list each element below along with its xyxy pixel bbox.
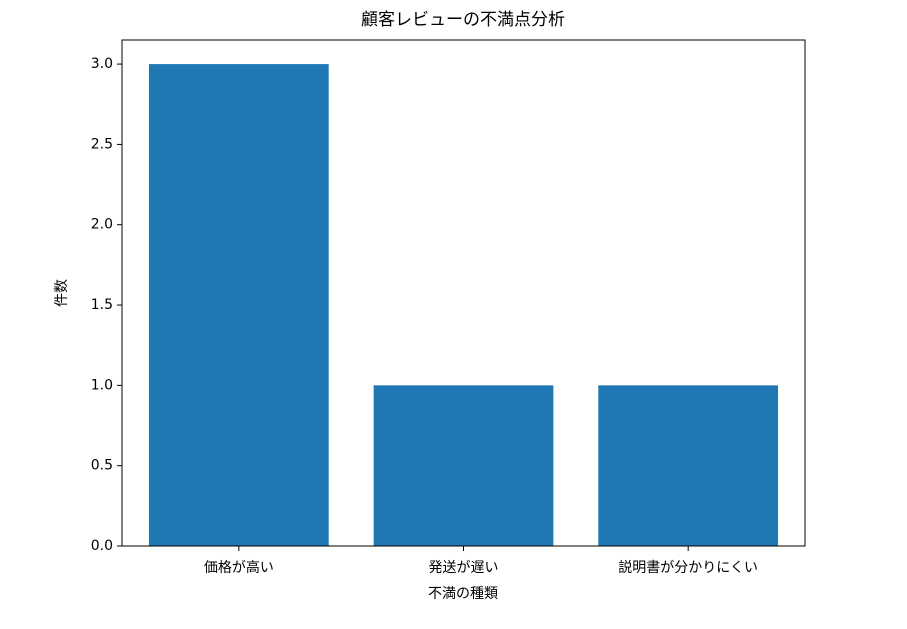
y-tick-label: 0.0 xyxy=(91,538,113,554)
x-tick-label: 価格が高い xyxy=(204,559,274,576)
bar xyxy=(373,385,554,546)
y-tick-label: 2.5 xyxy=(91,136,113,152)
y-tick-label: 3.0 xyxy=(91,56,113,72)
x-tick-label: 発送が遅い xyxy=(429,560,499,576)
bar xyxy=(148,64,329,546)
y-tick-label: 0.5 xyxy=(91,458,113,474)
chart-title: 顧客レビューの不満点分析 xyxy=(361,10,565,30)
plot-frame xyxy=(121,39,806,547)
x-axis-label: 不満の種類 xyxy=(428,586,498,602)
y-tick-label: 2.0 xyxy=(91,217,113,233)
x-tick-label: 説明書が分かりにくい xyxy=(618,560,758,576)
y-tick-label: 1.0 xyxy=(91,377,113,393)
y-axis-label: 件数 xyxy=(54,279,70,307)
bar xyxy=(598,385,779,546)
y-tick-label: 1.5 xyxy=(91,297,113,313)
